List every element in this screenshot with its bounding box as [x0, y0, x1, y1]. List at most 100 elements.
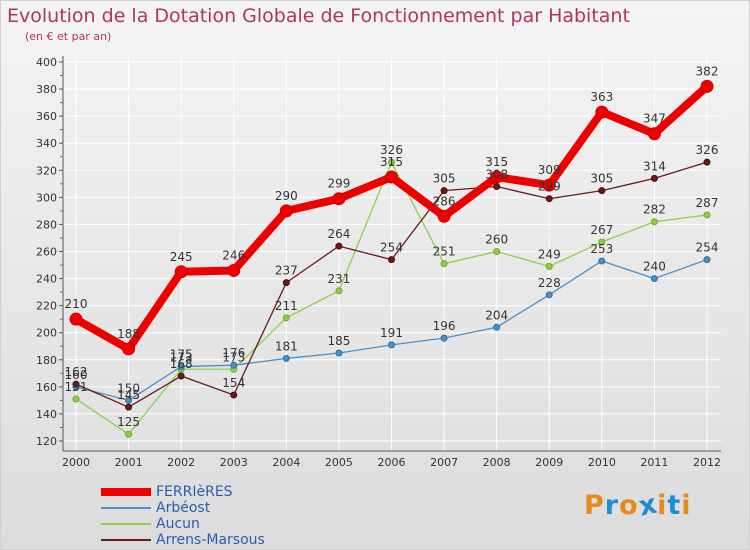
- y-tick-label: 120: [36, 435, 57, 448]
- logo-letter: i: [681, 490, 692, 521]
- x-tick-label: 2007: [430, 456, 458, 469]
- data-point: [703, 256, 711, 264]
- proxiti-logo: Proxiti: [584, 488, 692, 522]
- y-tick-label: 200: [36, 327, 57, 340]
- data-label: 237: [275, 264, 298, 278]
- data-label: 315: [485, 155, 508, 169]
- y-tick-label: 360: [36, 110, 57, 123]
- data-label: 145: [117, 388, 140, 402]
- axes: [59, 56, 721, 452]
- data-point: [335, 287, 343, 295]
- x-tick-label: 2005: [325, 456, 353, 469]
- data-point: [388, 158, 395, 166]
- data-label: 246: [222, 248, 245, 262]
- data-point: [545, 291, 553, 299]
- data-label: 326: [380, 143, 403, 157]
- data-label: 154: [222, 376, 245, 390]
- data-label: 245: [170, 250, 193, 264]
- data-point: [545, 195, 553, 203]
- data-point: [388, 256, 395, 264]
- data-labels: 151 125 173 173 211 231 326 251 260 249 267 282 287 1…: [65, 64, 719, 429]
- data-label: 299: [327, 177, 350, 191]
- data-point: [69, 312, 83, 326]
- logo-letter: o: [619, 490, 639, 521]
- data-point: [177, 372, 185, 380]
- legend-swatch: [101, 539, 151, 541]
- data-label: 264: [327, 227, 350, 241]
- x-tick-label: 2004: [272, 456, 300, 469]
- y-tick-label: 140: [36, 408, 57, 421]
- data-point: [703, 158, 711, 166]
- data-point: [335, 242, 343, 250]
- data-label: 231: [327, 272, 350, 286]
- data-point: [650, 174, 658, 182]
- data-points: [69, 79, 714, 438]
- data-label: 290: [275, 189, 298, 203]
- data-point: [493, 323, 501, 331]
- data-point: [177, 363, 185, 371]
- data-label: 251: [433, 245, 456, 259]
- data-point: [125, 396, 133, 404]
- data-label: 162: [65, 365, 88, 379]
- data-point: [282, 354, 290, 362]
- data-label: 309: [538, 163, 561, 177]
- data-label: 299: [538, 180, 561, 194]
- data-label: 173: [222, 350, 245, 364]
- legend-label: Aucun: [156, 516, 200, 532]
- data-label: 326: [696, 143, 719, 157]
- x-tick-label: 2009: [535, 456, 563, 469]
- data-label: 382: [696, 64, 719, 78]
- logo-letter: t: [667, 490, 682, 521]
- data-point: [230, 361, 238, 369]
- data-label: 315: [380, 155, 403, 169]
- data-point: [122, 342, 136, 356]
- data-label: 286: [433, 194, 456, 208]
- logo-letter: r: [604, 490, 620, 521]
- data-point: [282, 314, 290, 322]
- logo-letter: i: [657, 490, 668, 521]
- data-point: [440, 334, 448, 342]
- data-label: 211: [275, 299, 298, 313]
- data-label: 282: [643, 203, 666, 217]
- data-point: [332, 192, 346, 206]
- data-label: 188: [117, 327, 140, 341]
- data-label: 254: [696, 241, 719, 255]
- data-label: 249: [538, 247, 561, 261]
- data-label: 204: [485, 308, 508, 322]
- data-label: 260: [485, 233, 508, 247]
- data-label: 267: [590, 223, 613, 237]
- data-label: 151: [65, 380, 88, 394]
- data-label: 254: [380, 241, 403, 255]
- data-point: [493, 248, 501, 255]
- data-label: 210: [65, 297, 88, 311]
- legend-label: Arrens-Marsous: [156, 532, 265, 548]
- data-point: [72, 395, 80, 403]
- data-label: 160: [65, 368, 88, 382]
- y-tick-label: 180: [36, 354, 57, 367]
- data-point: [545, 262, 553, 270]
- data-point: [700, 79, 714, 93]
- data-label: 191: [380, 326, 403, 340]
- y-tick-label: 260: [36, 246, 57, 259]
- data-point: [647, 127, 661, 141]
- data-label: 305: [433, 172, 456, 186]
- y-tick-label: 340: [36, 137, 57, 150]
- data-label: 176: [222, 346, 245, 360]
- data-label: 287: [696, 196, 719, 210]
- data-label: 185: [327, 334, 350, 348]
- y-tick-label: 300: [36, 191, 57, 204]
- data-point: [174, 265, 188, 279]
- y-tick-label: 280: [36, 218, 57, 231]
- data-point: [493, 183, 501, 191]
- data-point: [598, 187, 606, 195]
- data-point: [125, 430, 133, 438]
- y-tick-label: 380: [36, 83, 57, 96]
- data-point: [230, 391, 238, 399]
- data-point: [282, 279, 290, 287]
- y-tick-label: 240: [36, 273, 57, 286]
- data-point: [542, 178, 556, 192]
- data-point: [598, 257, 606, 265]
- x-tick-label: 2002: [167, 456, 195, 469]
- data-point: [595, 105, 609, 119]
